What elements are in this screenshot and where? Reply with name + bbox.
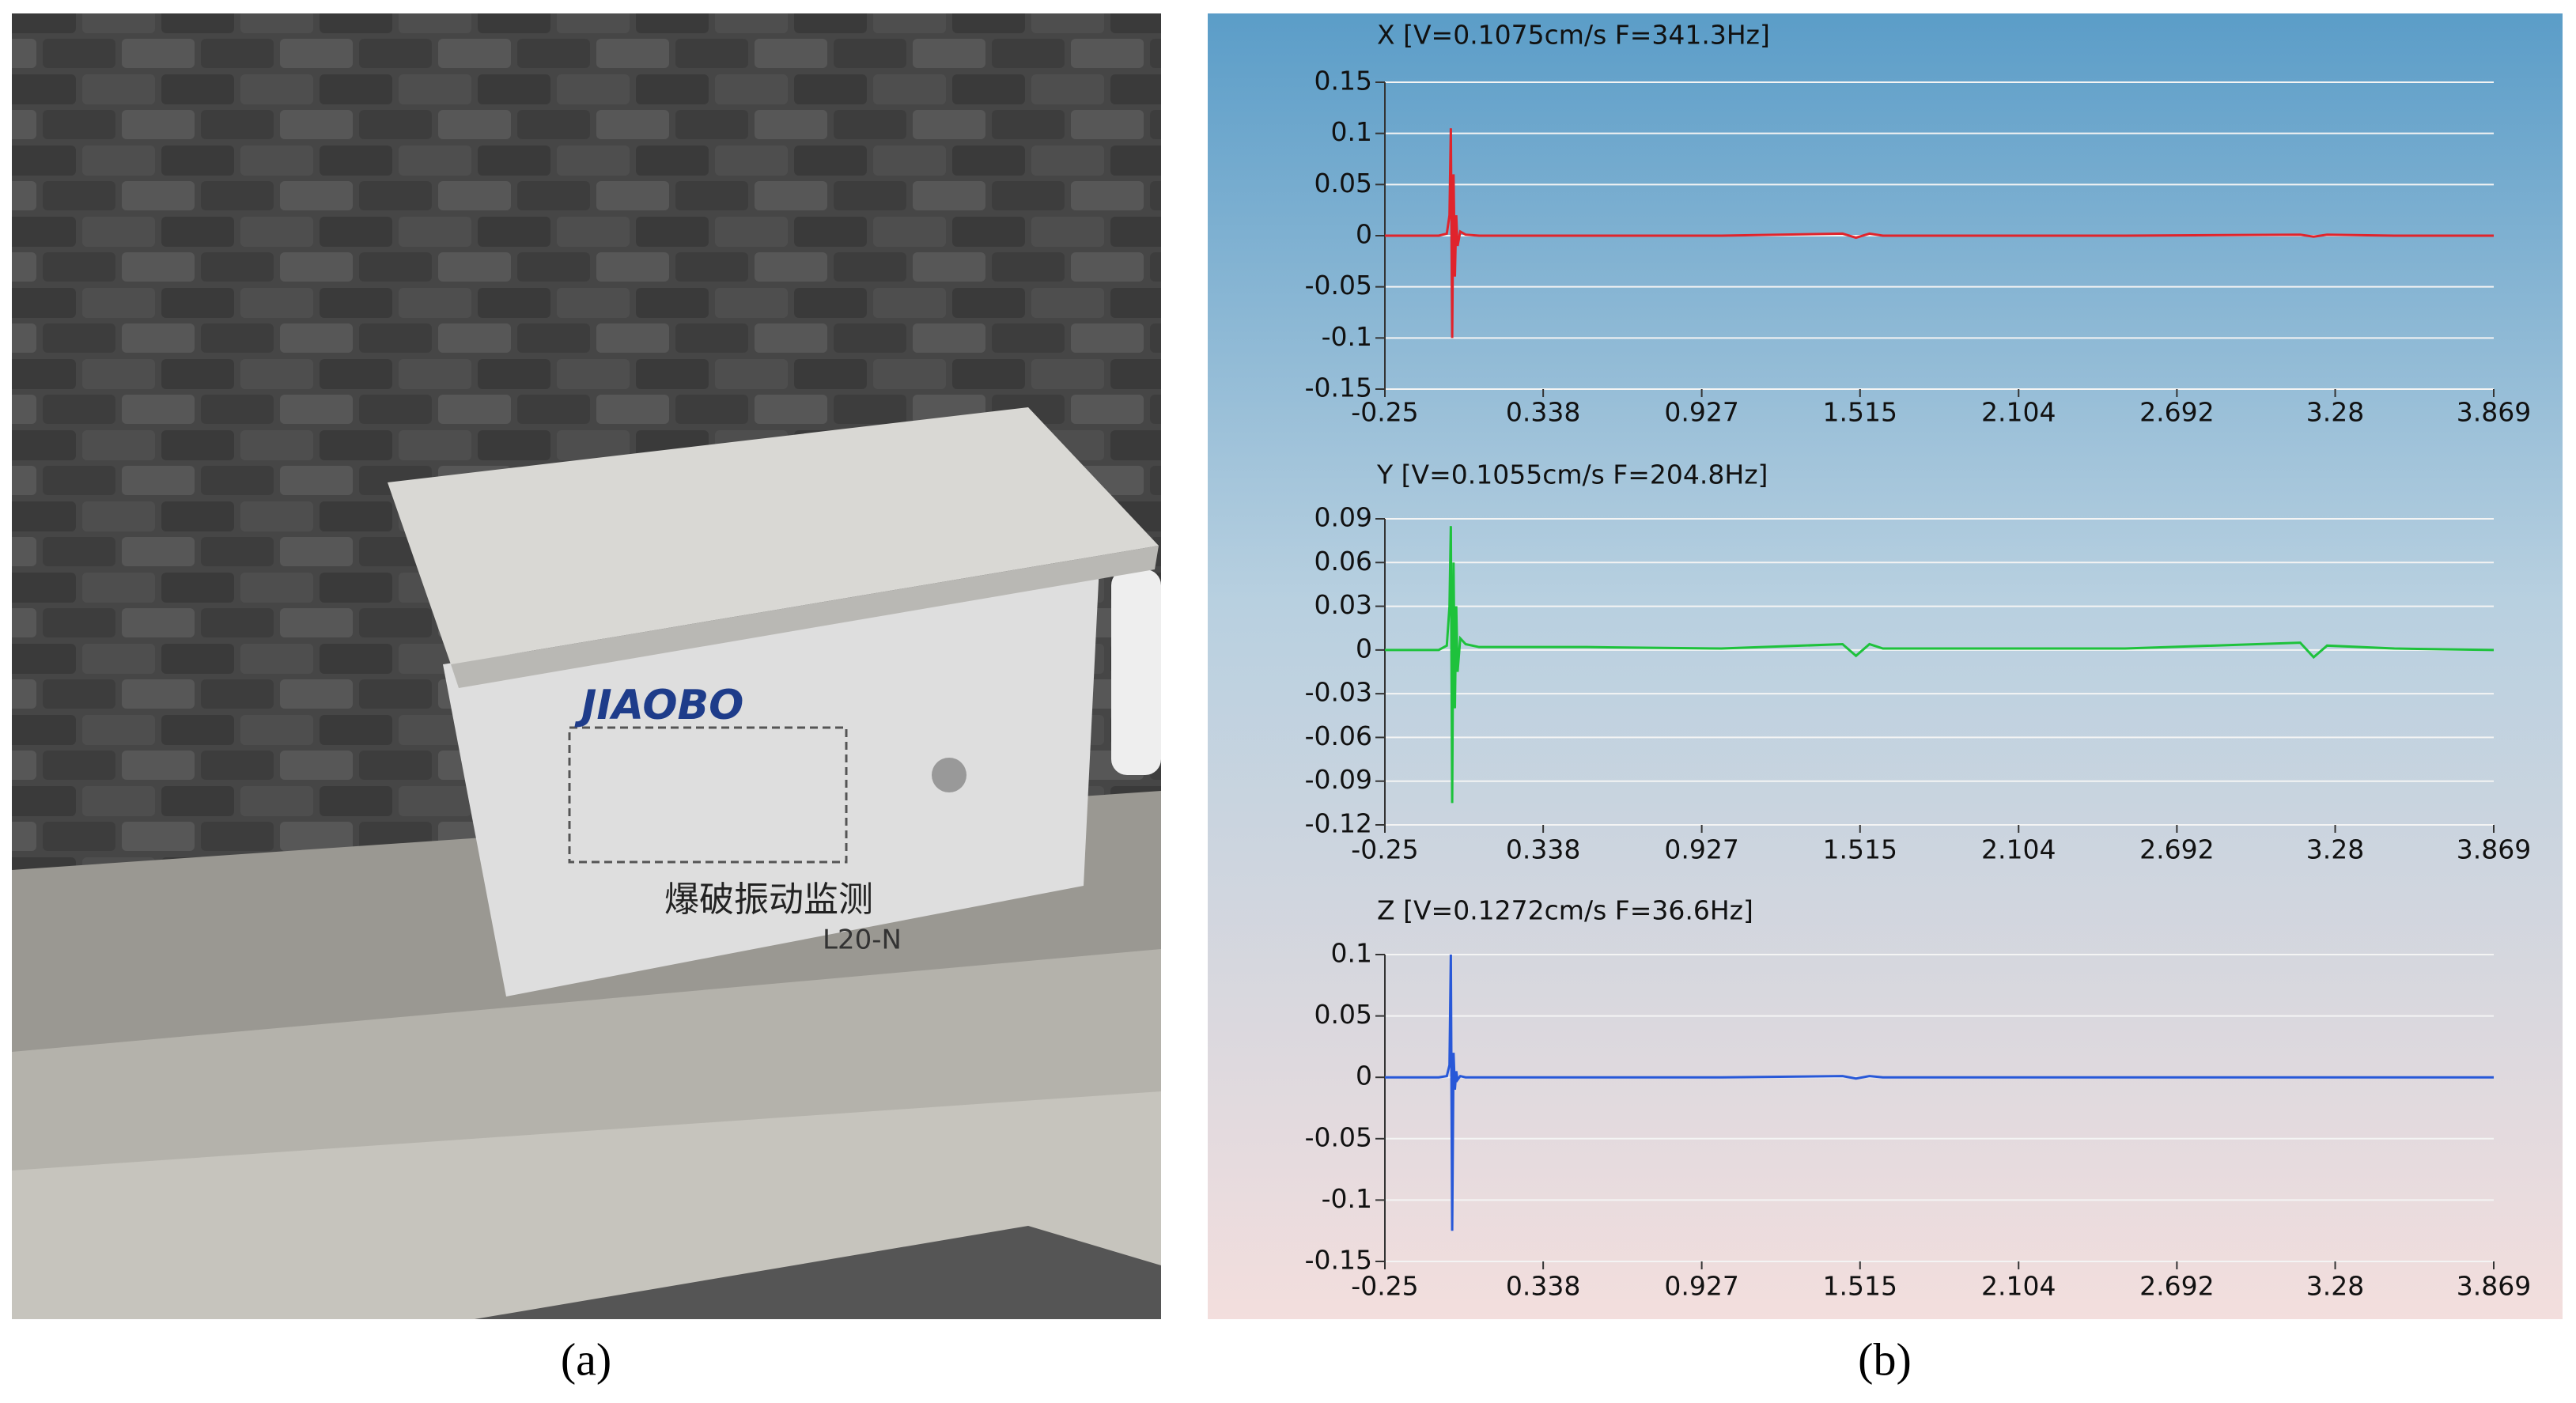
chart-title: X [V=0.1075cm/s F=341.3Hz] (1377, 20, 1770, 51)
y-tick-label: -0.15 (1305, 372, 1372, 403)
model-label: L20-N (823, 925, 902, 956)
box-body (443, 565, 1099, 996)
x-tick-label: 2.104 (1981, 397, 2056, 428)
y-tick-label: 0.09 (1314, 502, 1372, 533)
y-tick-label: 0.05 (1314, 999, 1372, 1030)
x-tick-label: 1.515 (1823, 397, 1897, 428)
y-tick-label: 0.05 (1314, 168, 1372, 199)
x-tick-label: 3.28 (2306, 1271, 2364, 1302)
x-tick-label: 0.338 (1506, 1271, 1580, 1302)
x-tick-label: 0.927 (1664, 834, 1738, 865)
chart-title: Z [V=0.1272cm/s F=36.6Hz] (1377, 895, 1753, 926)
y-tick-label: -0.06 (1305, 720, 1372, 751)
x-tick-label: -0.25 (1351, 1271, 1418, 1302)
box-lid (388, 407, 1159, 664)
x-tick-label: 0.338 (1506, 397, 1580, 428)
x-tick-label: 2.692 (2139, 1271, 2214, 1302)
y-tick-label: 0 (1356, 1061, 1372, 1091)
panel-label: (b) (1858, 1333, 1912, 1385)
chart-title: Y [V=0.1055cm/s F=204.8Hz] (1376, 459, 1768, 490)
x-tick-label: 0.927 (1664, 397, 1738, 428)
x-tick-label: 2.692 (2139, 397, 2214, 428)
x-tick-label: 2.104 (1981, 1271, 2056, 1302)
waveform (1385, 526, 2495, 804)
photo: JIAOBO 爆破振动监测 L20-N (12, 13, 1161, 1319)
y-tick-label: 0 (1356, 633, 1372, 664)
y-tick-label: 0.1 (1331, 938, 1372, 969)
x-tick-label: 1.515 (1823, 834, 1897, 865)
y-tick-label: -0.09 (1305, 764, 1372, 795)
lid-edge (451, 546, 1159, 688)
x-tick-label: 1.515 (1823, 1271, 1897, 1302)
x-tick-label: 2.104 (1981, 834, 2056, 865)
y-tick-label: 0 (1356, 219, 1372, 250)
y-tick-label: 0.15 (1314, 66, 1372, 96)
y-tick-label: -0.05 (1305, 270, 1372, 301)
y-tick-label: 0.06 (1314, 546, 1372, 577)
waveform (1385, 954, 2494, 1231)
y-tick-label: -0.05 (1305, 1121, 1372, 1152)
charts: X [V=0.1075cm/s F=341.3Hz] -0.15 -0.1 -0.05… (1305, 20, 2532, 1302)
x-tick-label: 2.692 (2139, 834, 2214, 865)
x-tick-label: 0.338 (1506, 834, 1580, 865)
y-tick-label: 0.03 (1314, 589, 1372, 620)
box-label: 爆破振动监测 (664, 879, 873, 920)
brand-label: JIAOBO (574, 682, 743, 729)
y-tick-label: -0.12 (1305, 808, 1372, 839)
x-tick-label: -0.25 (1351, 397, 1418, 428)
mat (475, 1226, 1161, 1319)
label-box (568, 726, 848, 864)
y-tick-label: 0.1 (1331, 116, 1372, 147)
y-tick-label: -0.15 (1305, 1245, 1372, 1276)
x-tick-label: 3.869 (2457, 834, 2531, 865)
y-tick-label: -0.03 (1305, 677, 1372, 708)
x-tick-label: 3.28 (2306, 834, 2364, 865)
x-tick-label: 3.869 (2457, 1271, 2531, 1302)
connector (932, 758, 966, 792)
x-tick-label: 0.927 (1664, 1271, 1738, 1302)
x-tick-label: 3.28 (2306, 397, 2364, 428)
chart-panel (1208, 13, 2563, 1319)
x-tick-label: -0.25 (1351, 834, 1418, 865)
x-tick-label: 3.869 (2457, 397, 2531, 428)
waveform (1385, 128, 2494, 338)
panel-label: (a) (561, 1333, 611, 1385)
y-tick-label: -0.1 (1322, 1183, 1372, 1214)
y-tick-label: -0.1 (1322, 321, 1372, 352)
canister (1111, 569, 1161, 775)
